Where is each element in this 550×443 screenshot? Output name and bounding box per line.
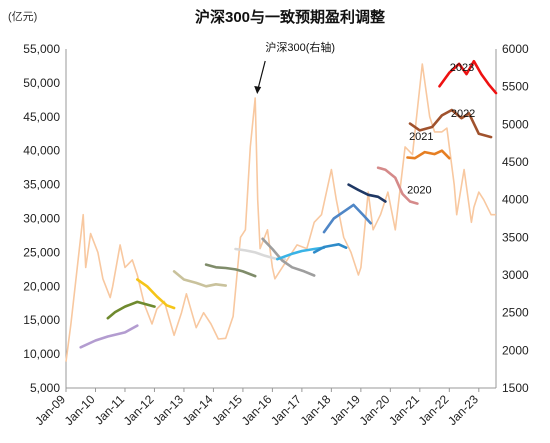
chart-title: 沪深300与一致预期盈利调整 — [195, 8, 385, 26]
forecast-series-line — [172, 270, 227, 288]
x-axis-tick-label: Jan-17 — [268, 392, 304, 428]
forecast-series-line — [408, 108, 493, 139]
x-axis-tick-label: Jan-09 — [32, 392, 68, 428]
forecast-series-line — [347, 183, 387, 203]
series-year-label: 2020 — [407, 185, 431, 197]
x-axis-tick-label: Jan-20 — [357, 392, 393, 428]
left-axis-tick-label: 15,000 — [23, 313, 60, 327]
forecast-series-line — [136, 278, 176, 310]
forecast-series-line — [106, 300, 156, 320]
series-year-label: 2023 — [450, 62, 474, 74]
forecast-series-line — [376, 166, 419, 205]
x-axis-tick-label: Jan-11 — [92, 392, 127, 427]
left-axis-tick-label: 55,000 — [23, 42, 60, 56]
x-axis-tick-label: Jan-22 — [416, 392, 452, 428]
x-axis-tick-label: Jan-18 — [298, 392, 334, 428]
left-axis-tick-label: 20,000 — [23, 279, 60, 293]
forecast-series-line — [79, 324, 139, 349]
forecast-series-line — [438, 59, 498, 95]
right-axis-tick-label: 5000 — [502, 117, 529, 131]
left-axis-unit: (亿元) — [8, 10, 37, 23]
index-series-line — [65, 63, 496, 362]
callout-arrow-head — [254, 85, 262, 94]
x-axis-tick-label: Jan-21 — [386, 392, 422, 428]
right-axis-tick-label: 6000 — [502, 42, 529, 56]
left-axis-tick-label: 40,000 — [23, 144, 60, 158]
right-axis-tick-label: 4000 — [502, 193, 529, 207]
left-axis-tick-label: 35,000 — [23, 178, 60, 192]
plot-area: 5,000 10,000 15,000 20,000 25,000 30,000 35,00… — [23, 40, 529, 428]
forecast-series-line — [406, 149, 451, 160]
right-axis-tick-label: 4500 — [502, 155, 529, 169]
x-axis-tick-label: Jan-19 — [327, 392, 363, 428]
series-year-label: 2022 — [451, 108, 475, 120]
left-axis-tick-label: 5,000 — [30, 381, 60, 395]
right-axis-tick-label: 5500 — [502, 80, 529, 94]
right-axis-tick-label: 2000 — [502, 343, 529, 357]
forecast-series-line — [312, 243, 348, 254]
left-axis-tick-label: 10,000 — [23, 347, 60, 361]
x-axis-tick-label: Jan-13 — [150, 392, 186, 428]
x-axis-tick-label: Jan-10 — [62, 392, 98, 428]
right-axis-tick-label: 3500 — [502, 230, 529, 244]
left-axis-tick-label: 50,000 — [23, 76, 60, 90]
x-axis-tick-label: Jan-16 — [239, 392, 275, 428]
right-axis-tick-label: 3000 — [502, 268, 529, 282]
series-year-label: 2021 — [409, 131, 433, 143]
right-axis-tick-label: 1500 — [502, 381, 529, 395]
forecast-series-line — [204, 263, 257, 278]
forecast-series-line — [261, 237, 316, 277]
left-axis-tick-label: 25,000 — [23, 245, 60, 259]
left-axis-tick-label: 45,000 — [23, 110, 60, 124]
index-callout-label: 沪深300(右轴) — [265, 40, 335, 54]
right-axis-tick-label: 2500 — [502, 306, 529, 320]
forecast-series-line — [322, 203, 373, 234]
x-axis-tick-label: Jan-23 — [445, 392, 481, 428]
x-axis-tick-label: Jan-12 — [121, 392, 157, 428]
forecast-series-line — [275, 246, 326, 261]
x-axis-tick-label: Jan-14 — [180, 392, 216, 428]
left-axis-tick-label: 30,000 — [23, 212, 60, 226]
x-axis-tick-label: Jan-15 — [209, 392, 245, 428]
